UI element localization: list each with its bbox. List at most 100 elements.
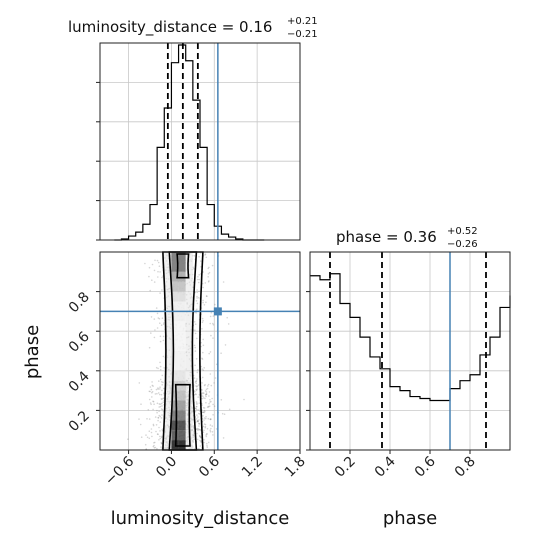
sample-point xyxy=(209,401,211,403)
sample-point xyxy=(201,382,203,384)
sample-point xyxy=(195,407,197,410)
density-cell xyxy=(185,291,193,302)
sample-point xyxy=(151,263,154,266)
sample-point xyxy=(208,402,210,405)
sample-point xyxy=(208,395,210,397)
sample-point xyxy=(204,390,207,392)
sample-point xyxy=(196,427,199,430)
sample-point xyxy=(139,423,142,426)
y-tick-label: 0.8 xyxy=(66,289,93,316)
sample-point xyxy=(205,401,207,404)
sample-point xyxy=(153,318,156,320)
panel-frame xyxy=(99,251,301,451)
sample-point xyxy=(145,434,147,436)
sample-point xyxy=(196,289,198,291)
sample-point xyxy=(154,393,157,395)
sample-point xyxy=(155,424,158,426)
x-tick-label: 0.4 xyxy=(372,453,399,480)
sample-point xyxy=(162,401,164,404)
sample-point xyxy=(210,311,213,314)
sample-point xyxy=(146,418,148,420)
sample-point xyxy=(159,403,162,406)
sample-point xyxy=(158,380,160,382)
density-cell xyxy=(164,380,172,391)
sample-point xyxy=(221,412,224,415)
sample-point xyxy=(197,420,199,423)
histogram-line xyxy=(114,44,265,241)
sample-point xyxy=(193,438,195,441)
sample-point xyxy=(161,374,164,377)
sample-point xyxy=(204,410,206,413)
sample-point xyxy=(154,259,156,262)
sample-point xyxy=(155,366,158,369)
sample-point xyxy=(211,431,214,433)
sample-point xyxy=(158,439,160,441)
sample-point xyxy=(204,423,207,426)
sample-point xyxy=(197,369,199,371)
density-cell xyxy=(164,252,172,272)
sample-point xyxy=(199,445,202,447)
sample-point xyxy=(196,278,199,281)
density-cell xyxy=(171,271,179,282)
sample-point xyxy=(161,414,163,416)
sample-point xyxy=(192,426,195,429)
density-cell xyxy=(178,281,186,292)
sample-point xyxy=(207,267,209,270)
density-cell xyxy=(164,430,172,441)
sample-point xyxy=(162,335,165,338)
sample-point xyxy=(203,423,206,425)
sample-point xyxy=(159,378,162,381)
sample-point xyxy=(194,332,197,335)
sample-point xyxy=(148,266,151,269)
sample-point xyxy=(155,430,157,433)
sample-point xyxy=(211,425,214,427)
sample-point xyxy=(160,441,163,444)
sample-point xyxy=(157,387,159,389)
density-cell xyxy=(164,370,172,381)
sample-point xyxy=(206,427,209,430)
sample-point xyxy=(227,323,230,325)
sample-point xyxy=(196,295,198,298)
sample-point xyxy=(159,386,161,389)
sample-point xyxy=(197,281,200,284)
sample-point xyxy=(156,411,158,414)
sample-point xyxy=(159,415,161,418)
sample-point xyxy=(152,400,155,403)
sample-point xyxy=(209,418,212,421)
sample-point xyxy=(203,384,206,387)
sample-point xyxy=(209,424,212,426)
sample-point xyxy=(196,337,198,340)
sample-point xyxy=(158,403,161,405)
sample-point xyxy=(159,368,162,371)
sample-point xyxy=(156,327,159,329)
xlabel-phase: phase xyxy=(383,508,437,529)
sample-point xyxy=(204,254,206,256)
sample-point xyxy=(201,358,204,360)
sample-point xyxy=(196,291,198,294)
sample-point xyxy=(200,440,202,443)
sample-point xyxy=(196,378,198,380)
sample-point xyxy=(151,396,153,398)
sample-point xyxy=(150,403,152,406)
density-cell xyxy=(171,420,179,431)
density-cell xyxy=(164,400,172,411)
sample-point xyxy=(198,412,200,415)
density-cell xyxy=(171,400,179,411)
sample-point xyxy=(159,405,162,408)
density-cell xyxy=(178,390,186,401)
sample-point xyxy=(213,405,216,408)
sample-point xyxy=(196,371,199,374)
sample-point xyxy=(198,423,200,425)
sample-point xyxy=(209,418,212,420)
density-cell xyxy=(171,370,179,381)
sample-point xyxy=(197,420,199,422)
sample-point xyxy=(195,405,198,408)
sample-point xyxy=(157,317,160,319)
sample-point xyxy=(205,416,207,418)
sample-point xyxy=(198,402,201,405)
sample-point xyxy=(148,437,151,440)
density-cell xyxy=(171,281,179,292)
sample-point xyxy=(226,316,228,319)
sample-point xyxy=(203,304,206,306)
